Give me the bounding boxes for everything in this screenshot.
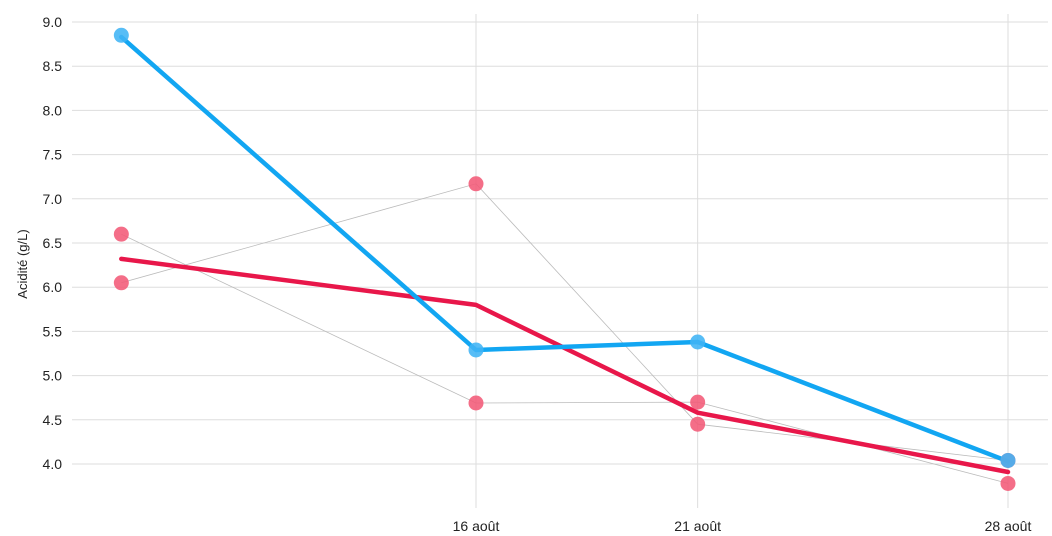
trend-line bbox=[119, 256, 1011, 475]
data-points bbox=[113, 27, 1016, 491]
grid bbox=[72, 14, 1048, 508]
x-tick-label: 28 août bbox=[985, 518, 1032, 534]
sample-point bbox=[1000, 452, 1016, 468]
y-tick-label: 6.0 bbox=[43, 279, 63, 295]
trend-lines bbox=[119, 34, 1011, 475]
y-tick-label: 6.5 bbox=[43, 235, 63, 251]
sample-point bbox=[113, 275, 129, 291]
x-tick-label: 21 août bbox=[674, 518, 721, 534]
sample-connector-line bbox=[121, 183, 1009, 461]
trend-line bbox=[119, 34, 1011, 464]
y-tick-label: 4.0 bbox=[43, 456, 63, 472]
y-axis-title: Acidité (g/L) bbox=[15, 229, 30, 298]
sample-point bbox=[113, 27, 129, 43]
y-tick-label: 8.5 bbox=[43, 58, 63, 74]
sample-point bbox=[690, 334, 706, 350]
sample-point bbox=[690, 416, 706, 432]
sample-point bbox=[468, 342, 484, 358]
y-tick-label: 5.5 bbox=[43, 323, 63, 339]
sample-point bbox=[468, 395, 484, 411]
sample-point bbox=[468, 176, 484, 192]
y-tick-label: 7.0 bbox=[43, 191, 63, 207]
sample-connector-line bbox=[121, 35, 1009, 461]
x-axis: 16 août 21 août 28 août bbox=[453, 518, 1032, 534]
y-tick-label: 5.0 bbox=[43, 368, 63, 384]
connector-lines bbox=[121, 35, 1009, 484]
y-tick-label: 8.0 bbox=[43, 102, 63, 118]
y-tick-label: 9.0 bbox=[43, 14, 63, 30]
sample-point bbox=[690, 394, 706, 410]
x-tick-label: 16 août bbox=[453, 518, 500, 534]
y-tick-label: 7.5 bbox=[43, 147, 63, 163]
sample-point bbox=[113, 226, 129, 242]
y-tick-label: 4.5 bbox=[43, 412, 63, 428]
y-axis: 4.0 4.5 5.0 5.5 6.0 6.5 7.0 7.5 8.0 8.5 9.0 bbox=[43, 14, 63, 472]
sample-point bbox=[1000, 475, 1016, 491]
